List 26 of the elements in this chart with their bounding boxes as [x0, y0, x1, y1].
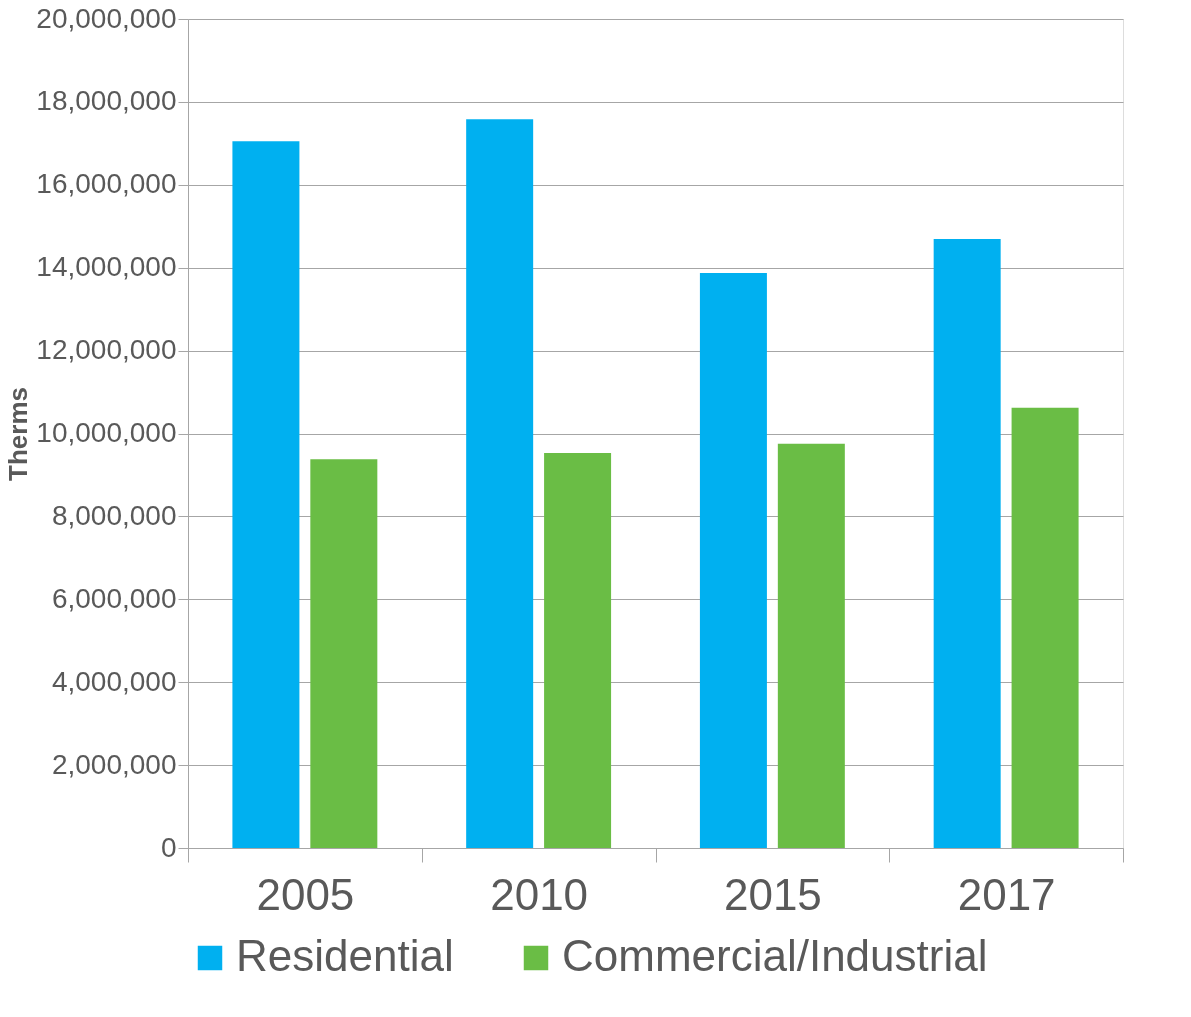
bar	[1011, 407, 1079, 848]
bar	[466, 119, 534, 848]
y-tick-label: 10,000,000	[36, 417, 177, 448]
x-tick-label: 2005	[256, 869, 355, 919]
bar	[699, 273, 767, 848]
bar	[310, 459, 378, 848]
y-tick-label: 8,000,000	[51, 499, 177, 531]
y-tick-label: 6,000,000	[51, 582, 177, 614]
y-tick-label: 14,000,000	[36, 251, 177, 283]
y-axis-title: Therms	[3, 387, 34, 481]
bar	[933, 239, 1001, 848]
y-tick-label: 20,000,000	[36, 2, 177, 34]
y-tick-label: 2,000,000	[51, 748, 177, 780]
y-tick-label: 0	[160, 831, 177, 863]
x-tick-label: 2010	[490, 869, 589, 919]
legend-label: Commercial/Industrial	[562, 931, 988, 980]
bar	[544, 452, 612, 848]
y-tick-label: 18,000,000	[36, 85, 177, 117]
x-tick-label: 2015	[723, 869, 822, 919]
y-tick-label: 12,000,000	[36, 334, 177, 366]
legend-label: Residential	[236, 931, 454, 980]
y-tick-label: 4,000,000	[51, 665, 177, 697]
x-tick-label: 2017	[957, 869, 1056, 919]
bar	[232, 141, 300, 848]
bar	[777, 443, 845, 848]
y-tick-label: 16,000,000	[36, 168, 177, 200]
